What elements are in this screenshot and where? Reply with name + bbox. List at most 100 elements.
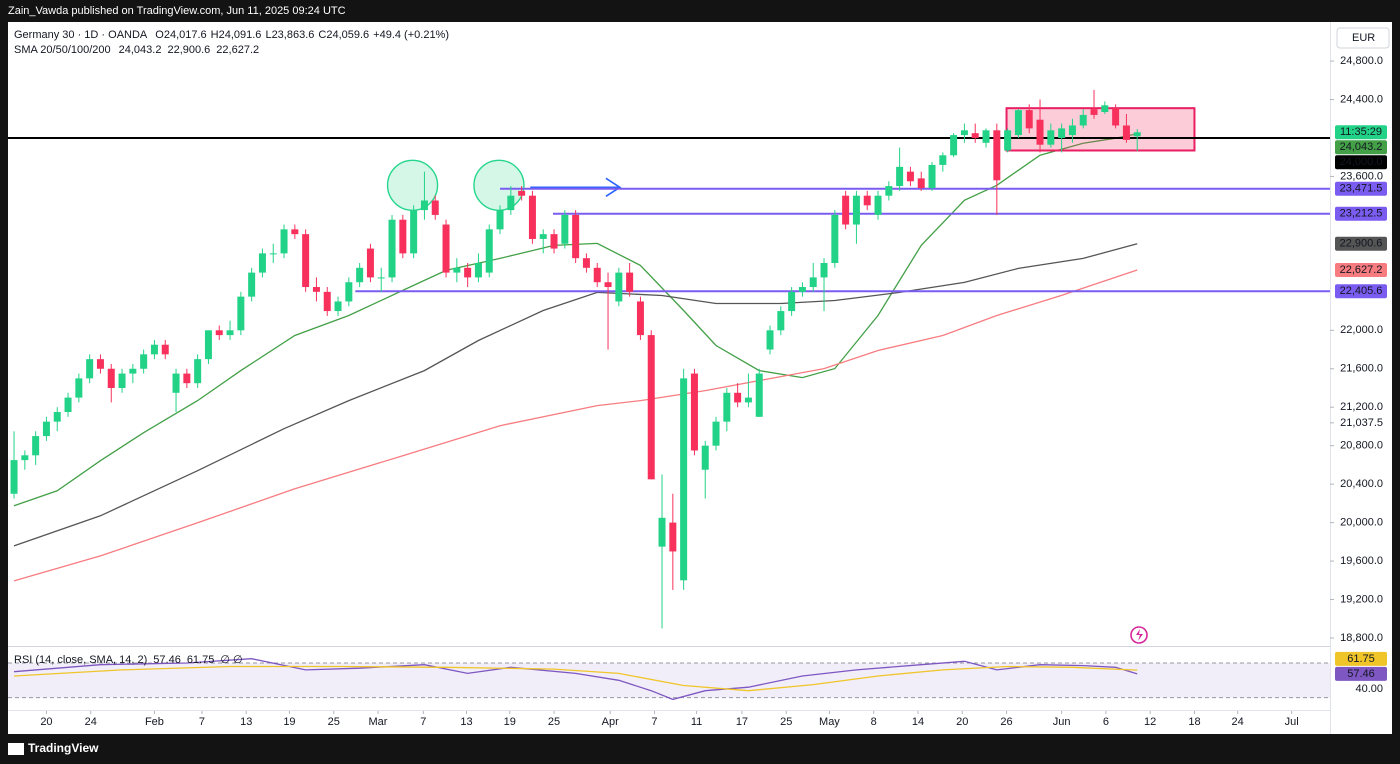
sma-value: 24,043.2: [119, 44, 162, 56]
candle-body: [464, 267, 472, 278]
candle-body: [237, 296, 245, 331]
rsi-badge-label: 61.75: [1347, 653, 1375, 665]
x-tick-label: 25: [328, 716, 340, 728]
candle-body: [518, 190, 526, 196]
rsi-badge-label: 57.46: [1347, 668, 1375, 680]
candle-body: [1036, 119, 1044, 145]
x-tick-label: 8: [871, 716, 877, 728]
candle-body: [550, 234, 558, 249]
candle-body: [874, 195, 882, 215]
candle-body: [863, 195, 871, 206]
candle-body: [604, 282, 612, 288]
candle-body: [420, 200, 428, 211]
range-box: [1005, 107, 1196, 152]
candle-body: [21, 455, 29, 461]
candle-body: [842, 195, 850, 225]
ohlc-key: C: [318, 29, 326, 41]
brand: TradingView: [28, 741, 99, 755]
candle-body: [1068, 125, 1076, 136]
x-tick-label: 25: [548, 716, 560, 728]
ohlc-key: H: [211, 29, 219, 41]
candle-body: [485, 229, 493, 273]
rsi-value: 61.75: [187, 654, 215, 666]
candle-body: [431, 200, 439, 215]
y-tick-label: 22,000.0: [1340, 324, 1383, 336]
y-tick-label: 20,400.0: [1340, 478, 1383, 490]
time-axis-border: [8, 710, 1330, 711]
candle-body: [593, 267, 601, 283]
candle-body: [118, 373, 126, 388]
price-badge: [1335, 284, 1387, 299]
ohlc-value: 24,059.6: [326, 29, 369, 41]
rsi-extra: ∅ ∅: [220, 654, 242, 666]
price-badge: [1335, 262, 1387, 277]
candle-body: [744, 397, 752, 403]
candle-body: [291, 229, 299, 235]
ohlc-value: 23,863.6: [272, 29, 315, 41]
candle-body: [1112, 108, 1120, 126]
candle-body: [939, 155, 947, 165]
candle-body: [161, 344, 169, 355]
candle-body: [917, 178, 925, 188]
y-tick-label: 21,600.0: [1340, 363, 1383, 375]
x-tick-label: Feb: [145, 716, 164, 728]
x-tick-label: 19: [504, 716, 516, 728]
ohlc-value: 24,017.6: [164, 29, 207, 41]
price-badge-label: 22,627.2: [1340, 264, 1383, 276]
ohlc-key: L: [265, 29, 271, 41]
candle-body: [669, 522, 677, 552]
price-badge-label: 23,212.5: [1340, 208, 1383, 220]
highlight-circle: [473, 159, 525, 211]
candle-body: [561, 214, 569, 244]
brand-logo: [8, 743, 24, 755]
candle-body: [777, 311, 785, 331]
alert-icon[interactable]: [1130, 626, 1148, 644]
x-tick-label: 20: [40, 716, 52, 728]
candle-body: [496, 210, 504, 230]
candle-body: [410, 210, 418, 254]
candle-body: [896, 166, 904, 187]
price-badge: [1335, 140, 1387, 155]
candle-body: [658, 517, 666, 547]
x-tick-label: 13: [240, 716, 252, 728]
candle-body: [399, 219, 407, 254]
currency: EUR: [1352, 32, 1375, 44]
change: +49.4 (+0.21%): [373, 29, 449, 41]
candle-body: [96, 359, 104, 369]
candle-body: [194, 359, 202, 384]
sma-line: [13, 269, 1138, 582]
y-tick-label: 19,200.0: [1340, 593, 1383, 605]
alert-icon-bolt: [1136, 629, 1143, 641]
candle-body: [258, 253, 266, 273]
sma-line: [13, 133, 1138, 507]
candle-body: [1079, 114, 1087, 126]
price-badge-label: 22,900.6: [1340, 238, 1383, 250]
candle-body: [906, 171, 914, 182]
candle-body: [32, 436, 40, 456]
candle-body: [831, 214, 839, 263]
candle-body: [960, 130, 968, 136]
ohlc-key: O: [155, 29, 164, 41]
candle-body: [852, 195, 860, 225]
y-tick-label: 20,000.0: [1340, 517, 1383, 529]
rsi-badge: [1335, 651, 1387, 666]
candle-body: [507, 195, 515, 211]
candle-body: [453, 267, 461, 273]
x-tick-label: 7: [651, 716, 657, 728]
currency-box[interactable]: [1336, 27, 1390, 49]
candle-body: [755, 373, 763, 417]
candle-body: [248, 272, 256, 297]
price-badge: [1335, 181, 1387, 196]
candle-body: [75, 378, 83, 398]
ohlc-value: 24,091.6: [219, 29, 262, 41]
candle-body: [788, 291, 796, 312]
candle-body: [615, 272, 623, 302]
x-tick-label: 17: [736, 716, 748, 728]
candle-body: [885, 186, 893, 196]
candle-body: [572, 214, 580, 259]
candle-body: [820, 262, 828, 278]
x-tick-label: 12: [1144, 716, 1156, 728]
candle-body: [86, 359, 94, 379]
price-badge-label: 24,000.0: [1340, 156, 1383, 168]
